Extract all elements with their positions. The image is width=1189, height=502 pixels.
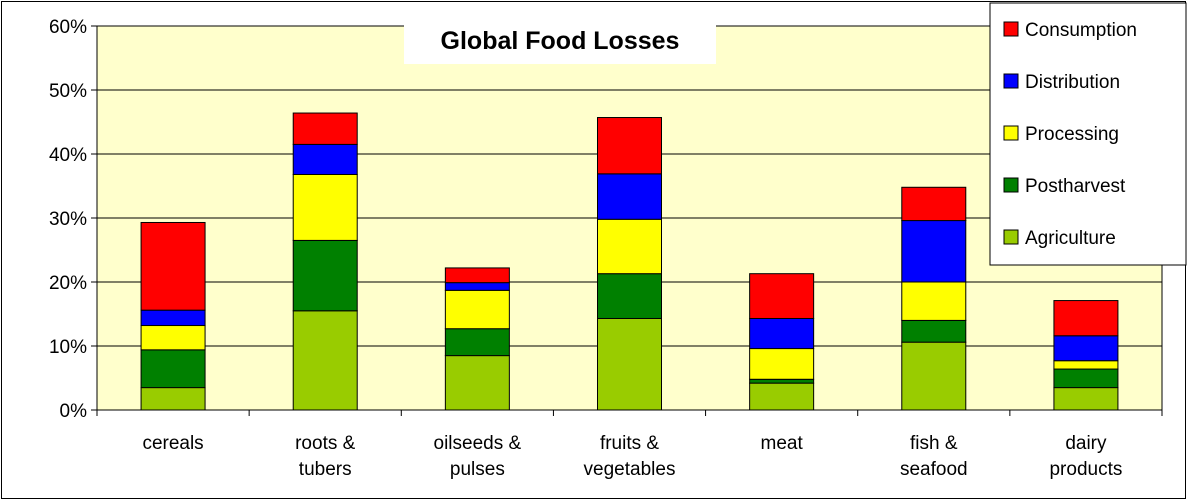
y-tick-labels: 0% 10% 20% 30% 40% 50% 60% bbox=[49, 17, 87, 422]
bar-segment-processing-meat bbox=[749, 348, 815, 380]
bar-segment-consumption-fish-seafood bbox=[901, 186, 967, 222]
x-tick-label: fruits & vegetables bbox=[584, 433, 676, 480]
bar-segment-distribution-fruits-vegetables bbox=[597, 173, 662, 220]
legend-swatch-distribution bbox=[1003, 73, 1019, 89]
bar-segment-agriculture-dairy-products bbox=[1053, 387, 1119, 411]
bar-segment-postharvest-roots-tubers bbox=[292, 239, 358, 312]
bar-segment-distribution-cereals bbox=[140, 309, 206, 327]
y-tick-label: 40% bbox=[49, 145, 87, 166]
legend-swatch-processing bbox=[1003, 125, 1019, 141]
chart-title: Global Food Losses bbox=[441, 27, 680, 55]
bar-segment-distribution-fish-seafood bbox=[901, 220, 967, 283]
legend-box bbox=[989, 2, 1187, 266]
bar-segment-agriculture-fish-seafood bbox=[901, 341, 967, 411]
bar-segment-agriculture-fruits-vegetables bbox=[597, 317, 662, 411]
legend-label-consumption: Consumption bbox=[1025, 20, 1137, 41]
x-tick-label: meat bbox=[761, 433, 804, 454]
legend-label-agriculture: Agriculture bbox=[1025, 228, 1116, 249]
legend-swatch-postharvest bbox=[1003, 177, 1019, 193]
bar-segment-agriculture-roots-tubers bbox=[292, 310, 358, 411]
y-tick-label: 30% bbox=[49, 209, 87, 230]
bar-segment-processing-oilseeds-pulses bbox=[444, 289, 510, 330]
x-tick-label: cereals bbox=[142, 433, 203, 454]
y-tick-label: 50% bbox=[49, 81, 87, 102]
bar-segment-distribution-dairy-products bbox=[1053, 335, 1119, 362]
x-tick-label: oilseeds & pulses bbox=[434, 433, 522, 480]
legend-swatch-agriculture bbox=[1003, 229, 1019, 245]
bar-segment-distribution-meat bbox=[749, 317, 815, 350]
x-tick-labels: cereals roots & tubers oilseeds & pulses frui… bbox=[142, 433, 1122, 480]
bar-segment-processing-roots-tubers bbox=[292, 173, 358, 241]
bar-segment-postharvest-fruits-vegetables bbox=[597, 273, 662, 319]
bar-segment-processing-cereals bbox=[140, 325, 206, 351]
legend-label-processing: Processing bbox=[1025, 124, 1119, 145]
bar-segment-consumption-meat bbox=[749, 273, 815, 319]
bar-segment-postharvest-fish-seafood bbox=[901, 319, 967, 343]
x-tick-label: dairy products bbox=[1049, 433, 1122, 480]
bar-segment-consumption-fruits-vegetables bbox=[597, 117, 662, 175]
bar-segment-postharvest-oilseeds-pulses bbox=[444, 328, 510, 357]
y-tick-label: 60% bbox=[49, 17, 87, 38]
bar-segment-processing-fish-seafood bbox=[901, 281, 967, 321]
y-tick-label: 10% bbox=[49, 337, 87, 358]
bar-segment-postharvest-meat bbox=[749, 378, 815, 384]
legend-swatch-consumption bbox=[1003, 21, 1019, 37]
legend: Consumption Distribution Processing Posthar… bbox=[989, 2, 1187, 266]
legend-label-postharvest: Postharvest bbox=[1025, 176, 1126, 197]
bar-segment-agriculture-meat bbox=[749, 382, 815, 411]
bar-segment-distribution-roots-tubers bbox=[292, 143, 358, 175]
bar-segment-consumption-cereals bbox=[140, 221, 206, 311]
bar-segment-consumption-dairy-products bbox=[1053, 300, 1119, 337]
bar-segment-distribution-oilseeds-pulses bbox=[444, 282, 510, 291]
bar-segment-consumption-oilseeds-pulses bbox=[444, 267, 510, 284]
bar-segment-processing-fruits-vegetables bbox=[597, 218, 662, 275]
legend-label-distribution: Distribution bbox=[1025, 72, 1120, 93]
bars bbox=[140, 112, 1119, 411]
y-tick-label: 20% bbox=[49, 273, 87, 294]
chart-title-background bbox=[404, 16, 716, 64]
chart-title-box: Global Food Losses bbox=[404, 16, 716, 64]
bar-segment-postharvest-dairy-products bbox=[1053, 368, 1119, 389]
bar-segment-processing-dairy-products bbox=[1053, 360, 1119, 370]
x-tick-label: roots & tubers bbox=[295, 433, 356, 480]
x-tick-label: fish & seafood bbox=[900, 433, 968, 480]
axes bbox=[91, 25, 1163, 416]
y-tick-label: 0% bbox=[60, 401, 88, 422]
bar-segment-postharvest-cereals bbox=[140, 349, 206, 389]
bar-segment-agriculture-oilseeds-pulses bbox=[444, 355, 510, 411]
bar-segment-agriculture-cereals bbox=[140, 387, 206, 411]
bar-segment-consumption-roots-tubers bbox=[292, 112, 358, 145]
